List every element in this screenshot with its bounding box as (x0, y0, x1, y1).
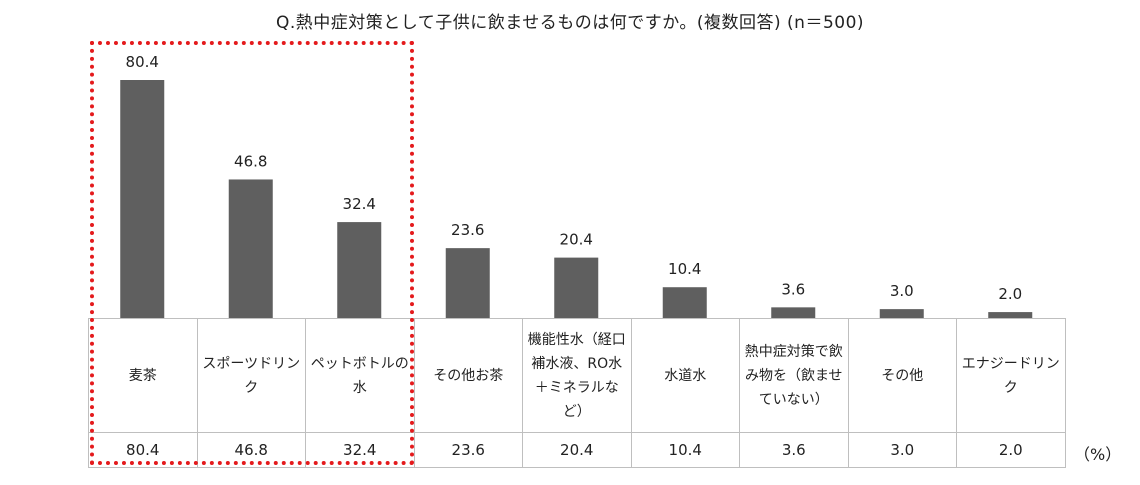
category-cell-4: 機能性水（経口補水液、RO水＋ミネラルなど） (522, 318, 632, 433)
bar-7 (879, 309, 924, 318)
bar-value-label-4: 20.4 (560, 231, 593, 249)
value-cell-8: 2.0 (956, 432, 1066, 468)
category-cell-2: ペットボトルの水 (305, 318, 415, 433)
bar-value-label-7: 3.0 (890, 282, 914, 300)
category-cell-8: エナジードリンク (956, 318, 1066, 433)
value-cell-6: 3.6 (739, 432, 849, 468)
bar-0 (120, 80, 165, 318)
value-cell-7: 3.0 (847, 432, 957, 468)
highlight-box (90, 41, 414, 465)
category-cell-7: その他 (847, 318, 957, 433)
bar-3 (445, 248, 490, 318)
value-cell-5: 10.4 (630, 432, 740, 468)
bar-value-label-6: 3.6 (781, 280, 805, 298)
value-cell-4: 20.4 (522, 432, 632, 468)
category-cell-3: その他お茶 (413, 318, 523, 433)
bar-value-label-2: 32.4 (343, 195, 376, 213)
bar-value-label-5: 10.4 (668, 260, 701, 278)
bar-8 (988, 312, 1033, 318)
category-row: 麦茶 スポーツドリンク ペットボトルの水 その他お茶 機能性水（経口補水液、RO水＋ミネ… (88, 318, 1066, 433)
bar-value-label-0: 80.4 (126, 53, 159, 71)
chart-title: Q.熱中症対策として子供に飲ませるものは何ですか。(複数回答) (n＝500) (275, 13, 865, 33)
bar-6 (771, 307, 816, 318)
bar-value-label-1: 46.8 (234, 152, 267, 170)
category-cell-1: スポーツドリンク (196, 318, 306, 433)
category-cell-0: 麦茶 (88, 318, 198, 433)
category-cell-5: 水道水 (630, 318, 740, 433)
unit-label: （%） (1074, 445, 1122, 464)
bar-value-label-8: 2.0 (998, 285, 1022, 303)
bar-5 (662, 287, 707, 318)
bar-1 (228, 179, 273, 318)
bar-4 (554, 257, 599, 318)
value-cell-3: 23.6 (413, 432, 523, 468)
category-cell-6: 熱中症対策で飲み物を（飲ませていない） (739, 318, 849, 433)
bar-value-label-3: 23.6 (451, 221, 484, 239)
bar-2 (337, 222, 382, 318)
